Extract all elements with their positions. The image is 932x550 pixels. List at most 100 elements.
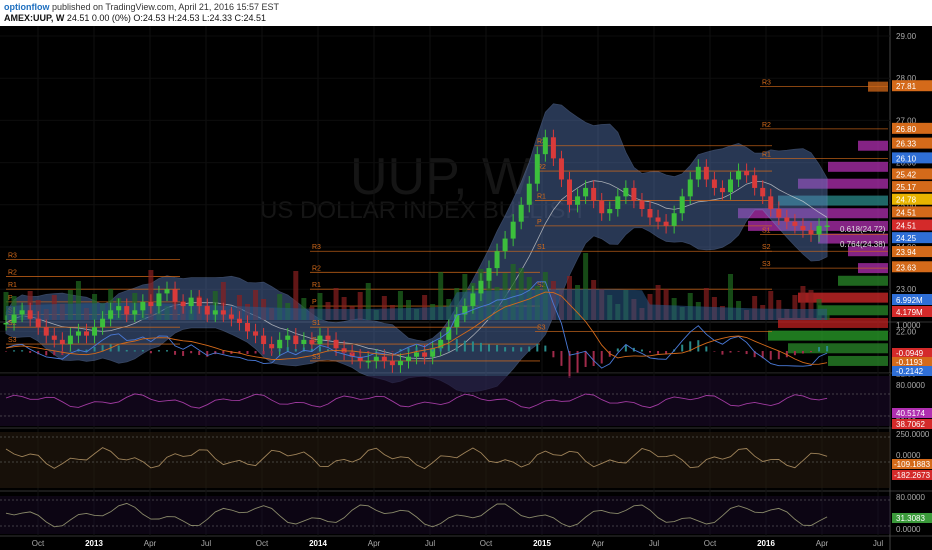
- candle-body: [172, 289, 178, 302]
- publisher-name[interactable]: optionflow: [4, 2, 50, 12]
- price-label: 26.80: [896, 125, 917, 134]
- volume-bar: [253, 290, 259, 320]
- pivot-label: P: [537, 219, 542, 226]
- symbol-label[interactable]: AMEX:UUP, W: [4, 13, 65, 23]
- macd-histogram-bar: [69, 350, 72, 352]
- pivot-label: S3: [762, 261, 771, 268]
- candle-body: [824, 225, 830, 227]
- cci-label-box: [892, 459, 932, 469]
- candle-body: [615, 196, 621, 210]
- macd-histogram-bar: [793, 351, 796, 356]
- price-label: 23.94: [896, 248, 917, 257]
- candle-body: [3, 322, 9, 325]
- candle-body: [494, 251, 500, 269]
- candle-body: [269, 344, 275, 349]
- macd-histogram-bar: [600, 351, 603, 364]
- volume-bar: [220, 282, 226, 320]
- candle-body: [438, 339, 444, 349]
- cci-tick-label: 250.0000: [896, 430, 930, 439]
- price-label-box: [892, 137, 932, 149]
- stoch-line: [5, 502, 828, 528]
- price-label-box: [892, 193, 932, 205]
- pivot-label: R1: [8, 282, 17, 289]
- candle-body: [752, 175, 758, 188]
- candle-body: [695, 166, 701, 180]
- candle-body: [228, 314, 234, 319]
- volume-label: 4.179M: [896, 308, 923, 317]
- time-tick-label: Oct: [256, 539, 269, 548]
- candle-body: [365, 360, 371, 363]
- price-label-box: [892, 261, 932, 273]
- pivot-label: S2: [8, 320, 17, 327]
- macd-histogram-bar: [504, 347, 507, 352]
- candle-body: [808, 230, 814, 235]
- macd-histogram-bar: [544, 345, 547, 352]
- macd-histogram-bar: [53, 351, 56, 356]
- candle-body: [148, 301, 154, 307]
- macd-histogram-bar: [455, 339, 458, 352]
- macd-histogram-bar: [463, 340, 466, 352]
- pivot-label: S1: [312, 320, 321, 327]
- pivot-label: R3: [8, 253, 17, 260]
- volume-bar: [357, 292, 363, 320]
- candle-body: [623, 187, 629, 197]
- macd-histogram-bar: [37, 351, 40, 355]
- candle-body: [719, 187, 725, 193]
- macd-histogram-bar: [592, 351, 595, 367]
- quote-text: 24.51 0.00 (0%): [66, 13, 131, 23]
- pivot-label: R3: [312, 244, 321, 251]
- candle-body: [261, 335, 267, 345]
- macd-histogram-bar: [85, 349, 88, 352]
- macd-histogram-bar: [222, 351, 225, 354]
- macd-label-box: [892, 357, 932, 367]
- volume-profile-bar: [818, 233, 888, 244]
- published-text: published on TradingView.com, April 21, …: [52, 2, 279, 12]
- macd-histogram-bar: [488, 344, 490, 352]
- rsi-label-box: [892, 408, 932, 418]
- candle-body: [526, 183, 532, 205]
- macd-histogram-bar: [818, 347, 821, 352]
- candle-body: [687, 179, 693, 197]
- candle-body: [784, 217, 790, 222]
- candle-body: [19, 310, 25, 315]
- candle-body: [768, 196, 774, 210]
- macd-histogram-bar: [769, 351, 772, 360]
- price-tick-label: 28.00: [896, 74, 917, 83]
- candle-body: [744, 171, 750, 176]
- cci-band: [0, 432, 890, 488]
- volume-profile-bar: [798, 292, 888, 303]
- macd-tick-label: 1.0000: [896, 321, 921, 330]
- candle-body: [373, 356, 379, 361]
- macd-histogram-bar: [745, 351, 748, 355]
- candle-body: [430, 348, 436, 357]
- pivot-label: S2: [762, 244, 771, 251]
- cci-line: [5, 447, 828, 470]
- chart-header: optionflow published on TradingView.com,…: [0, 0, 932, 26]
- price-label: 24.78: [896, 196, 917, 205]
- candle-body: [631, 187, 637, 201]
- candle-body: [414, 352, 420, 357]
- chart-canvas[interactable]: UUP, W US DOLLAR INDEX BULLISH R3R2R1PS1…: [0, 26, 932, 550]
- macd-histogram-bar: [407, 347, 410, 352]
- macd-histogram-bar: [512, 347, 515, 352]
- publish-info: optionflow published on TradingView.com,…: [4, 2, 279, 12]
- candle-body: [478, 280, 484, 294]
- candle-body: [389, 360, 395, 366]
- candle-body: [655, 217, 661, 222]
- pivot-label: S2: [537, 282, 546, 289]
- candle-body: [542, 137, 548, 155]
- macd-label: -0.1193: [896, 358, 923, 367]
- candle-body: [486, 268, 492, 281]
- pivot-label: R1: [312, 282, 321, 289]
- rsi-line: [5, 393, 828, 409]
- volume-bar: [792, 295, 798, 320]
- candle-body: [108, 310, 114, 319]
- candle-body: [164, 289, 170, 294]
- candle-body: [124, 306, 130, 315]
- pivot-label: R2: [762, 122, 771, 129]
- macd-histogram-bar: [21, 350, 24, 352]
- macd-histogram-bar: [29, 351, 32, 353]
- stoch-label: 31.3083: [896, 514, 925, 523]
- candle-body: [59, 339, 65, 345]
- watermark-symbol: UUP, W: [350, 148, 531, 206]
